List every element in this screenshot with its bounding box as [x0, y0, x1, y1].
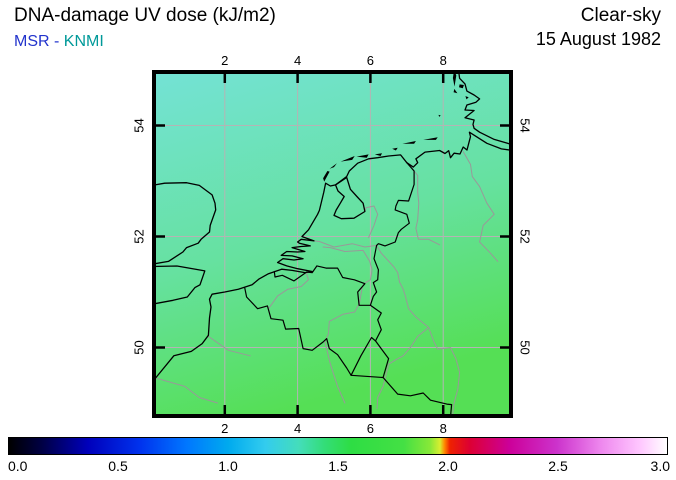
- source-knmi: KNMI: [63, 33, 104, 50]
- colorbar-label: 2.5: [548, 458, 568, 474]
- graticule-grid: [152, 70, 513, 418]
- x-tick-label-top: 2: [221, 53, 229, 68]
- coastline-continent: [154, 131, 513, 379]
- y-tick-label-right: 52: [517, 229, 533, 244]
- uv-dose-field: [152, 70, 513, 418]
- y-tick-label-left: 50: [131, 340, 147, 355]
- map-panel: [152, 70, 513, 418]
- map-canvas: [152, 70, 513, 418]
- islands: [323, 70, 469, 182]
- country-borders: [244, 162, 453, 418]
- river-seine: [155, 377, 218, 404]
- coastline-england: [152, 182, 217, 265]
- colorbar-label: 0.0: [8, 458, 28, 474]
- y-tick-label-right: 54: [517, 118, 533, 133]
- colorbar: [8, 437, 668, 455]
- rivers: [155, 151, 499, 418]
- coastline-elbe-north-schleswig: [457, 70, 513, 146]
- river-scheldt: [268, 272, 309, 310]
- north-frisian-islands: [438, 70, 469, 117]
- axis-tick-marks: [156, 74, 509, 414]
- river-meuse: [322, 246, 373, 404]
- figure-title: DNA-damage UV dose (kJ/m2): [14, 5, 276, 26]
- colorbar-label: 1.5: [328, 458, 348, 474]
- x-tick-label-bottom: 2: [221, 421, 229, 436]
- source-separator: -: [49, 33, 64, 50]
- x-tick-label-bottom: 4: [293, 421, 302, 436]
- border-belgium-germany: [369, 304, 382, 342]
- x-tick-label-top: 6: [366, 53, 375, 68]
- lake-ijsselmeer: [333, 176, 366, 220]
- border-france-belgium: [244, 287, 352, 376]
- river-moselle: [376, 327, 430, 410]
- river-ijssel: [364, 205, 379, 239]
- data-source-label: MSR - KNMI: [14, 33, 104, 51]
- x-tick-label-bottom: 8: [439, 421, 447, 436]
- river-rhine: [376, 244, 461, 418]
- border-belgium-netherlands: [273, 265, 371, 306]
- source-msr: MSR: [14, 33, 50, 50]
- y-tick-label-right: 50: [517, 340, 533, 355]
- x-tick-label-bottom: 6: [366, 421, 375, 436]
- colorbar-label: 0.5: [108, 458, 128, 474]
- y-tick-label-left: 52: [131, 229, 147, 244]
- colorbar-label: 3.0: [650, 458, 670, 474]
- river-ems: [407, 162, 441, 246]
- date-label: 15 August 1982: [535, 29, 661, 49]
- x-tick-label-top: 8: [439, 53, 447, 68]
- colorbar-label: 1.0: [218, 458, 238, 474]
- x-tick-label-top: 4: [293, 53, 302, 68]
- coastlines: [152, 70, 513, 379]
- river-somme: [207, 335, 251, 357]
- y-tick-label-left: 54: [131, 118, 147, 133]
- river-weser: [462, 151, 499, 262]
- coastline-kent: [152, 265, 206, 305]
- border-netherlands-germany: [369, 162, 415, 306]
- river-waal: [313, 240, 378, 248]
- border-france-germany: [382, 376, 453, 418]
- colorbar-label: 2.0: [438, 458, 458, 474]
- sky-condition-label: Clear-sky: [580, 5, 661, 26]
- map-frame: [152, 70, 513, 418]
